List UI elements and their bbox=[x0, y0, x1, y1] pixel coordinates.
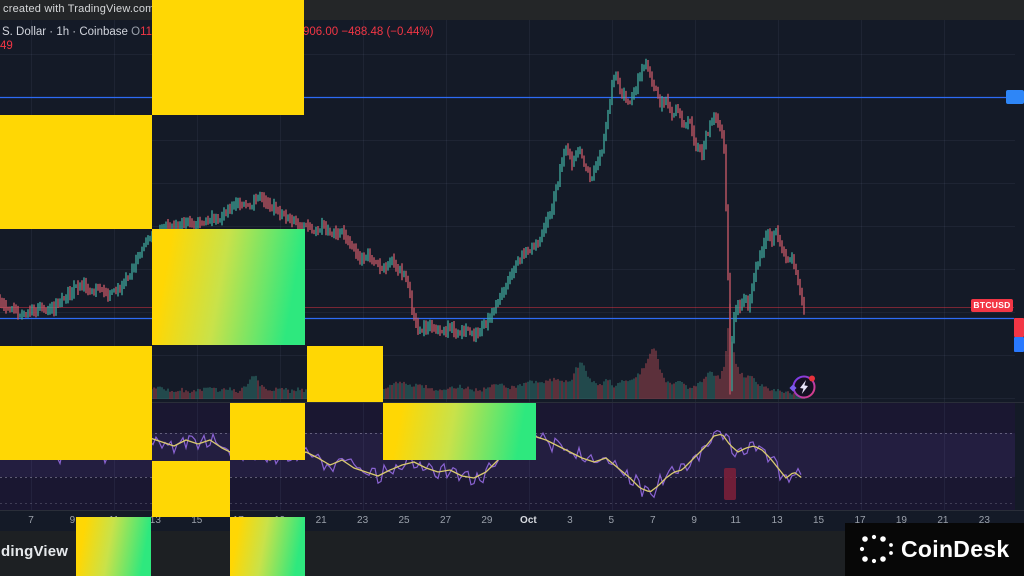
time-axis-label: 9 bbox=[69, 515, 76, 526]
alert-price-label-top bbox=[1006, 90, 1024, 104]
mosaic-block bbox=[152, 461, 230, 517]
time-axis-label: 23 bbox=[357, 515, 369, 526]
mosaic-block bbox=[152, 229, 305, 345]
watermark-text: created with TradingView.com, Oct bbox=[3, 3, 179, 15]
time-axis-label: 29 bbox=[481, 515, 493, 526]
time-axis-label: 27 bbox=[439, 515, 452, 526]
mosaic-block bbox=[383, 403, 536, 460]
time-axis-label: 19 bbox=[895, 515, 907, 526]
time-axis-label: 5 bbox=[608, 515, 615, 526]
time-axis-label: 7 bbox=[649, 515, 656, 526]
mosaic-block bbox=[0, 346, 152, 460]
time-axis-label: 7 bbox=[28, 515, 34, 526]
mosaic-block bbox=[307, 346, 383, 402]
symbol-description: S. Dollar · 1h · Coinbase bbox=[2, 26, 128, 38]
time-axis-label: 13 bbox=[771, 515, 783, 526]
time-axis-label: Oct bbox=[520, 515, 537, 526]
last-price-change: 906.00 −488.48 (−0.44%) bbox=[303, 26, 434, 38]
flash-event-icon[interactable] bbox=[789, 372, 819, 402]
time-axis-label: 15 bbox=[812, 515, 825, 526]
coindesk-logo-icon bbox=[859, 534, 893, 564]
last-price-label bbox=[1014, 318, 1024, 337]
mosaic-block bbox=[230, 403, 305, 460]
legend-line3: 49 bbox=[0, 40, 13, 52]
time-axis-label: 15 bbox=[191, 515, 203, 526]
time-axis-label: 21 bbox=[315, 515, 327, 526]
mosaic-block bbox=[230, 517, 305, 576]
time-axis-label: 23 bbox=[978, 515, 990, 526]
time-axis-label: 11 bbox=[730, 515, 741, 526]
tradingview-logo[interactable]: dingView bbox=[1, 543, 69, 560]
mosaic-block bbox=[152, 0, 304, 115]
time-axis-label: 13 bbox=[149, 515, 161, 526]
time-axis-label: 25 bbox=[398, 515, 410, 526]
open-label: O bbox=[131, 26, 141, 38]
alert-price-label-bottom bbox=[1014, 337, 1024, 352]
mosaic-block bbox=[0, 115, 152, 229]
coindesk-logo-text: CoinDesk bbox=[901, 536, 1010, 562]
time-axis-label: 3 bbox=[567, 515, 573, 526]
time-axis-label: 9 bbox=[691, 515, 697, 526]
time-axis-label: 17 bbox=[854, 515, 866, 526]
mosaic-block bbox=[76, 517, 151, 576]
time-axis-label: 21 bbox=[937, 515, 949, 526]
coindesk-watermark: CoinDesk bbox=[845, 523, 1024, 576]
symbol-price-badge: BTCUSD bbox=[971, 299, 1013, 312]
